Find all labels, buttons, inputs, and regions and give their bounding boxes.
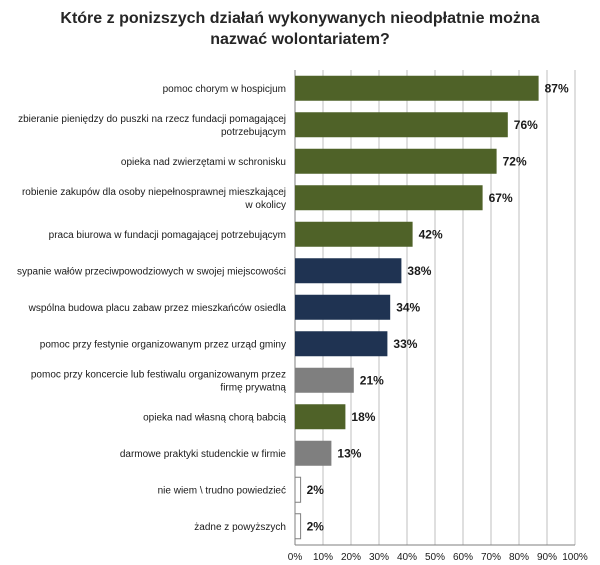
x-tick-label: 20% [341,552,361,563]
category-label: sypanie wałów przeciwpowodziowych w swoj… [17,266,286,277]
category-label: nie wiem \ trudno powiedzieć [158,485,286,496]
value-label: 21% [360,373,384,387]
bar [295,258,402,284]
bar [295,440,332,466]
bar [295,404,346,430]
category-label: pomoc chorym w hospicjum [163,84,286,95]
value-label: 72% [503,154,527,168]
category-label: robienie zakupów dla osoby niepełnospraw… [22,187,286,198]
x-tick-label: 0% [288,552,303,563]
value-label: 18% [351,410,375,424]
category-label: pomoc przy koncercie lub festiwalu organ… [31,369,286,380]
category-label: zbieranie pieniędzy do puszki na rzecz f… [18,114,286,125]
x-tick-label: 60% [453,552,473,563]
value-label: 67% [489,191,513,205]
category-label: potrzebującym [221,127,286,138]
x-tick-label: 80% [509,552,529,563]
x-tick-label: 90% [537,552,557,563]
category-label: pomoc przy festynie organizowanym przez … [40,339,286,350]
x-tick-label: 50% [425,552,445,563]
category-label: wspólna budowa placu zabaw przez mieszka… [28,303,287,314]
category-label: w okolicy [244,200,286,211]
bar [294,513,302,540]
bar [295,331,388,357]
value-label: 87% [545,81,569,95]
category-label: opieka nad zwierzętami w schronisku [121,157,286,168]
value-label: 33% [393,337,417,351]
category-labels: pomoc chorym w hospicjum zbieranie pienię… [17,84,286,533]
bar [295,221,413,247]
x-tick-label: 70% [481,552,501,563]
value-label: 38% [407,264,431,278]
bar [295,75,539,101]
value-label: 34% [396,300,420,314]
bar [294,476,302,503]
bars [294,75,539,540]
category-label: praca biurowa w fundacji pomagającej pot… [49,230,286,241]
value-label: 42% [419,227,443,241]
bar [295,294,391,320]
chart-title: Które z ponizszych działań wykonywanych … [60,10,540,48]
x-tick-label: 30% [369,552,389,563]
category-label: darmowe praktyki studenckie w firmie [120,449,287,460]
value-label: 13% [337,446,361,460]
x-axis-ticks: 0% 10% 20% 30% 40% 50% 60% 70% 80% 90% 100% [288,552,588,563]
value-labels: 87% 76% 72% 67% 42% 38% 34% 33% 21% 18% 13% 2% 2% [307,81,569,533]
x-tick-label: 40% [397,552,417,563]
x-tick-label: 10% [313,552,333,563]
category-label: żadne z powyższych [194,522,286,533]
category-label: opieka nad własną chorą babcią [143,412,286,423]
x-tick-label: 100% [562,552,588,563]
bar [295,185,483,211]
bar [295,112,508,138]
category-label: firmę prywatną [220,382,286,393]
bar [295,367,354,393]
value-label: 76% [514,118,538,132]
value-label: 2% [307,519,325,533]
bar [295,148,497,174]
value-label: 2% [307,483,325,497]
